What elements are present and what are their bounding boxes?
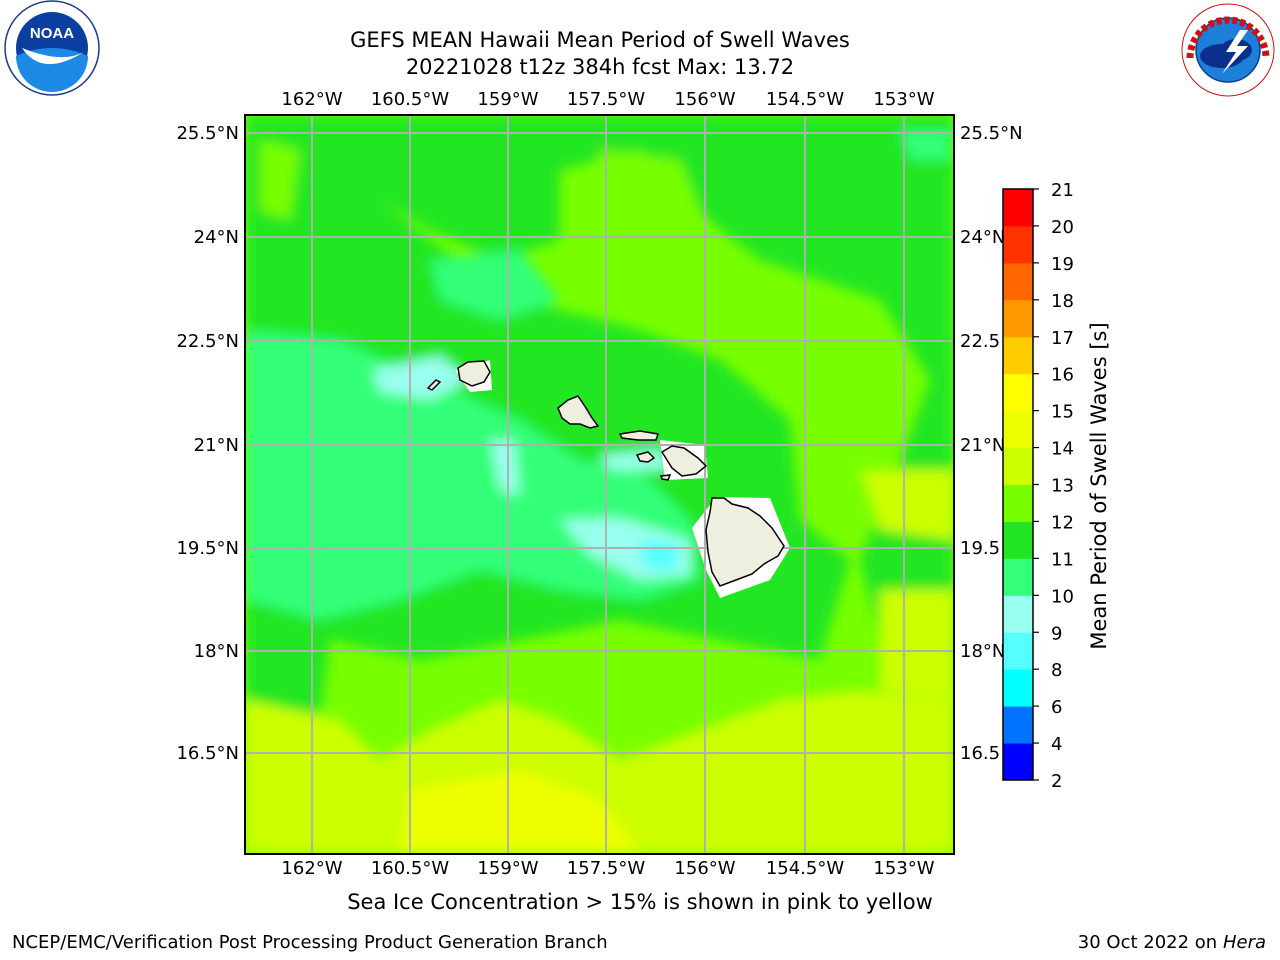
credit-text: NCEP/EMC/Verification Post Processing Pr… [12, 932, 608, 953]
colorbar-tick-label: 8 [1051, 660, 1062, 681]
colorbar-tick-label: 19 [1051, 254, 1074, 275]
colorbar-tick-label: 10 [1051, 586, 1074, 607]
colorbar-swatch [1003, 299, 1033, 338]
colorbar-tick-label: 9 [1051, 623, 1062, 644]
noaa-logo-icon: NOAA [4, 0, 100, 96]
colorbar-tick-label: 16 [1051, 365, 1074, 386]
chart-subtitle: 20221028 t12z 384h fcst Max: 13.72 [405, 55, 795, 79]
colorbar-tick-label: 15 [1051, 402, 1074, 423]
colorbar-tick-label: 11 [1051, 549, 1074, 570]
lon-label-top: 153°W [873, 89, 934, 110]
colorbar-swatch [1003, 669, 1033, 707]
island-hawaii [705, 497, 785, 587]
lon-label-top: 160.5°W [371, 89, 450, 110]
date-text: 30 Oct 2022 on [1077, 932, 1218, 953]
colorbar-swatch [1003, 225, 1033, 264]
lon-label-top: 159°W [477, 89, 538, 110]
lon-label-bottom: 157.5°W [567, 858, 646, 879]
lat-label-left: 21°N [194, 435, 239, 456]
nws-logo-icon [1181, 3, 1275, 97]
noaa-logo-text: NOAA [30, 25, 74, 42]
colorbar-swatch [1003, 262, 1033, 301]
lat-label-right: 22.5 [960, 331, 1000, 352]
map-frame [244, 114, 955, 855]
lon-labels-bottom: 162°W 160.5°W 159°W 157.5°W 156°W 154.5°W 153°… [281, 858, 934, 879]
colorbar-tick-label: 4 [1051, 734, 1062, 755]
colorbar-swatch [1003, 706, 1033, 744]
island-molokai [618, 430, 659, 441]
colorbar-tick-label: 12 [1051, 512, 1074, 533]
colorbar-swatch [1003, 595, 1033, 633]
island-niihau [426, 379, 442, 391]
chart-title: GEFS MEAN Hawaii Mean Period of Swell Wa… [350, 28, 850, 52]
lat-label-right: 18°N [960, 641, 1005, 662]
colorbar-swatch [1003, 632, 1033, 670]
colorbar-tick-label: 21 [1051, 180, 1074, 201]
colorbar-tick-label: 20 [1051, 217, 1074, 238]
lat-label-right: 16.5 [960, 743, 1000, 764]
colorbar: 2 4 6 8 9 10 11 12 13 14 15 16 17 18 19 20 21 [1002, 180, 1074, 792]
lon-label-top: 157.5°W [567, 89, 646, 110]
colorbar-tick-label: 17 [1051, 328, 1074, 349]
lon-label-bottom: 153°W [873, 858, 934, 879]
map-graticule [245, 115, 954, 854]
colorbar-swatch [1003, 558, 1033, 596]
island-kahoolawe [659, 474, 672, 481]
colorbar-label: Mean Period of Swell Waves [s] [1087, 322, 1111, 649]
colorbar-swatch [1003, 484, 1033, 522]
sea-ice-note: Sea Ice Concentration > 15% is shown in … [347, 890, 933, 914]
lon-label-bottom: 162°W [281, 858, 342, 879]
colorbar-swatch [1003, 743, 1033, 781]
colorbar-tick-label: 2 [1051, 771, 1062, 792]
generated-date: 30 Oct 2022 on Hera [1078, 932, 1266, 953]
lat-label-left: 19.5°N [176, 538, 239, 559]
lat-labels-left: 25.5°N 24°N 22.5°N 21°N 19.5°N 18°N 16.5°N [176, 123, 239, 764]
colorbar-swatch [1003, 336, 1033, 375]
swell-period-field [245, 115, 954, 854]
colorbar-tick-label: 6 [1051, 697, 1062, 718]
lat-label-right: 21°N [960, 435, 1005, 456]
lat-label-right: 19.5 [960, 538, 1000, 559]
colorbar-swatch [1003, 447, 1033, 485]
lat-label-left: 25.5°N [176, 123, 239, 144]
hawaiian-islands [426, 360, 785, 587]
colorbar-swatch [1003, 410, 1033, 449]
lon-label-top: 154.5°W [766, 89, 845, 110]
lat-label-left: 24°N [194, 227, 239, 248]
lat-label-right: 24°N [960, 227, 1005, 248]
lat-labels-right: 25.5°N 24°N 22.5 21°N 19.5 18°N 16.5 [960, 123, 1023, 764]
lon-label-top: 156°W [674, 89, 735, 110]
lon-labels-top: 162°W 160.5°W 159°W 157.5°W 156°W 154.5°W 153°… [281, 89, 934, 110]
colorbar-tick-label: 18 [1051, 291, 1074, 312]
lon-label-bottom: 154.5°W [766, 858, 845, 879]
lon-label-bottom: 156°W [674, 858, 735, 879]
island-maui [660, 445, 708, 477]
island-kauai [457, 360, 491, 387]
lat-label-left: 22.5°N [176, 331, 239, 352]
colorbar-swatch [1003, 373, 1033, 412]
host-name: Hera [1222, 932, 1266, 953]
island-lanai [635, 451, 656, 463]
colorbar-tick-label: 13 [1051, 476, 1074, 497]
colorbar-tick-label: 14 [1051, 439, 1074, 460]
lon-label-bottom: 160.5°W [371, 858, 450, 879]
lon-label-bottom: 159°W [477, 858, 538, 879]
colorbar-swatch [1003, 521, 1033, 559]
lon-label-top: 162°W [281, 89, 342, 110]
colorbar-swatch [1003, 189, 1033, 227]
lat-label-left: 16.5°N [176, 743, 239, 764]
lat-label-left: 18°N [194, 641, 239, 662]
lat-label-right: 25.5°N [960, 123, 1023, 144]
island-oahu [557, 395, 600, 429]
